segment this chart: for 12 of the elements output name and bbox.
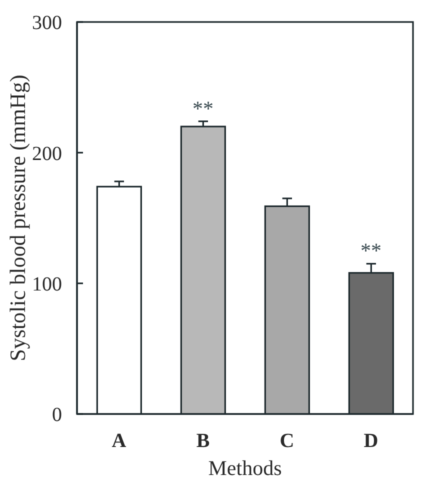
y-tick-label: 0 <box>52 404 62 426</box>
annotation: ** <box>360 238 382 263</box>
x-tick-label: C <box>280 430 294 452</box>
x-tick-label: D <box>364 430 378 452</box>
x-tick-label: A <box>112 430 127 452</box>
x-tick-label: B <box>196 430 210 452</box>
annotation: ** <box>192 96 214 120</box>
y-tick-label: 200 <box>32 142 62 165</box>
y-tick-label: 300 <box>32 12 62 34</box>
y-tick-label: 100 <box>32 273 62 296</box>
y-axis-title: Systolic blood pressure (mmHg) <box>5 74 30 362</box>
x-axis-title: Methods <box>208 456 282 480</box>
